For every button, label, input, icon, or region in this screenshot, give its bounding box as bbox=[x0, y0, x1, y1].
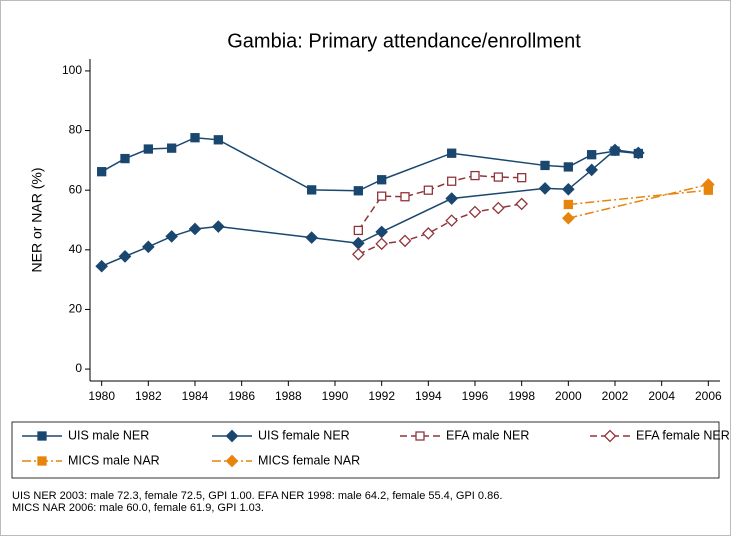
x-tick-label: 2000 bbox=[555, 389, 582, 403]
marker bbox=[468, 205, 482, 219]
legend-marker bbox=[225, 429, 239, 443]
x-tick-label: 1990 bbox=[322, 389, 349, 403]
marker bbox=[493, 172, 503, 182]
marker bbox=[213, 135, 223, 145]
marker bbox=[97, 167, 107, 177]
marker bbox=[142, 240, 155, 254]
series-line bbox=[568, 189, 709, 206]
marker bbox=[562, 211, 575, 225]
legend-label: EFA female NER bbox=[636, 428, 730, 442]
marker bbox=[608, 143, 622, 157]
marker bbox=[517, 173, 527, 183]
marker bbox=[447, 148, 457, 158]
x-tick-label: 1998 bbox=[508, 389, 535, 403]
chart-title: Gambia: Primary attendance/enrollment bbox=[227, 30, 581, 52]
y-tick-label: 60 bbox=[69, 182, 83, 196]
marker bbox=[470, 170, 480, 181]
legend-label: EFA male NER bbox=[446, 428, 529, 442]
marker bbox=[118, 250, 132, 263]
marker bbox=[377, 175, 387, 185]
x-tick-label: 1980 bbox=[88, 389, 115, 403]
marker bbox=[377, 191, 387, 201]
y-tick-label: 80 bbox=[69, 123, 83, 137]
series-line bbox=[568, 183, 709, 219]
legend-marker bbox=[603, 429, 617, 443]
x-tick-label: 2006 bbox=[695, 389, 722, 403]
marker bbox=[190, 133, 200, 143]
legend-marker bbox=[415, 431, 425, 441]
legend-marker bbox=[225, 454, 239, 468]
marker bbox=[447, 176, 457, 186]
marker bbox=[422, 227, 435, 240]
marker bbox=[167, 143, 177, 153]
marker bbox=[353, 225, 363, 236]
marker bbox=[515, 197, 528, 211]
marker bbox=[585, 163, 598, 177]
y-tick-label: 0 bbox=[75, 361, 82, 375]
marker bbox=[445, 214, 458, 227]
marker bbox=[353, 186, 363, 196]
y-tick-label: 100 bbox=[62, 63, 82, 77]
marker bbox=[540, 160, 550, 171]
marker bbox=[562, 182, 575, 196]
legend-label: MICS female NAR bbox=[258, 453, 360, 467]
marker bbox=[307, 185, 317, 195]
marker bbox=[95, 259, 108, 273]
legend-marker bbox=[37, 431, 47, 441]
legend-label: UIS male NER bbox=[68, 428, 149, 442]
legend-box bbox=[11, 421, 720, 479]
marker bbox=[352, 247, 365, 261]
marker bbox=[563, 199, 573, 210]
x-tick-label: 1994 bbox=[415, 389, 442, 403]
y-axis-label: NER or NAR (%) bbox=[29, 167, 45, 272]
note: MICS NAR 2006: male 60.0, female 61.9, G… bbox=[12, 502, 264, 514]
marker bbox=[632, 146, 645, 160]
x-tick-label: 1988 bbox=[275, 389, 302, 403]
y-tick-label: 20 bbox=[69, 302, 83, 316]
marker bbox=[120, 153, 130, 164]
marker bbox=[445, 192, 458, 205]
legend-label: UIS female NER bbox=[258, 428, 350, 442]
note: UIS NER 2003: male 72.3, female 72.5, GP… bbox=[12, 490, 502, 502]
x-tick-label: 1986 bbox=[228, 389, 255, 403]
marker bbox=[538, 182, 552, 195]
marker bbox=[492, 201, 505, 215]
x-tick-label: 2004 bbox=[648, 389, 675, 403]
legend-label: MICS male NAR bbox=[68, 453, 160, 467]
marker bbox=[375, 225, 388, 239]
marker bbox=[400, 192, 410, 202]
x-tick-label: 1992 bbox=[368, 389, 395, 403]
legend-marker bbox=[37, 456, 47, 466]
marker bbox=[398, 234, 412, 248]
marker bbox=[188, 222, 202, 236]
x-tick-label: 1984 bbox=[182, 389, 209, 403]
x-tick-label: 1982 bbox=[135, 389, 162, 403]
marker bbox=[423, 185, 433, 195]
marker bbox=[305, 231, 318, 244]
x-tick-label: 1996 bbox=[462, 389, 489, 403]
y-tick-label: 40 bbox=[69, 242, 83, 256]
marker bbox=[143, 144, 153, 154]
marker bbox=[165, 230, 178, 243]
marker bbox=[563, 162, 573, 172]
marker bbox=[212, 220, 225, 233]
marker bbox=[702, 178, 715, 191]
marker bbox=[587, 150, 597, 160]
x-tick-label: 2002 bbox=[602, 389, 629, 403]
marker bbox=[375, 237, 388, 251]
